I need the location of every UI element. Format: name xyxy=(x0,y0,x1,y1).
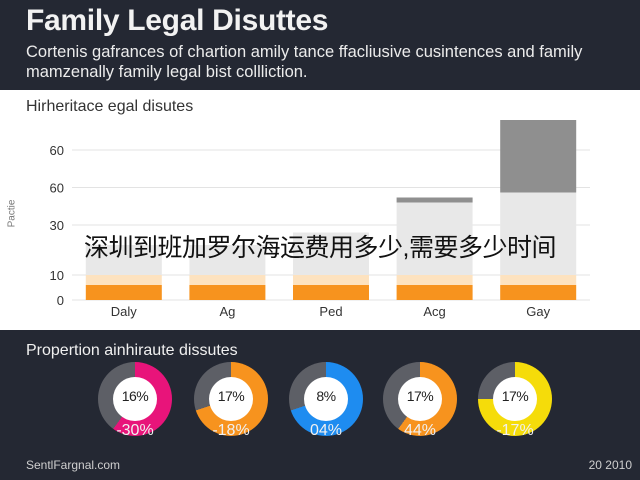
page-title: Family Legal Disuttes xyxy=(26,4,329,37)
x-tick-label: Daly xyxy=(111,304,138,319)
donut-label: 16% xyxy=(121,388,149,404)
y-axis-label: Pactie xyxy=(6,199,18,228)
donut-hole xyxy=(304,377,348,421)
bar-segment xyxy=(189,245,266,275)
bar-segment xyxy=(396,202,473,275)
bar-segment xyxy=(293,285,369,300)
bar-segment xyxy=(500,192,577,275)
donut-label: 8% xyxy=(316,388,336,404)
bar-segment xyxy=(85,285,162,300)
bar-segment xyxy=(500,120,577,193)
donut-chart: 16% xyxy=(98,362,172,436)
page-subtitle: Cortenis gafrances of chartion amily tan… xyxy=(26,43,583,81)
x-tick-label: Gay xyxy=(526,304,550,319)
bar-segment xyxy=(293,232,369,275)
donut-chart: 17% xyxy=(194,362,268,436)
bar-segment xyxy=(500,285,577,300)
bar-segment xyxy=(396,275,473,285)
donut-hole xyxy=(209,377,253,421)
y-tick-label: 60 xyxy=(50,143,64,158)
donut-label: 17% xyxy=(501,388,529,404)
donut-chart: 8% xyxy=(289,362,363,436)
x-tick-label: Acg xyxy=(423,304,445,319)
donut-hole xyxy=(493,377,537,421)
donut-label: 17% xyxy=(406,388,434,404)
overlay-watermark-text: 深圳到班加罗尔海运费用多少,需要多少时间 xyxy=(84,234,556,262)
donut-percent: -18% xyxy=(212,422,250,439)
donut-hole xyxy=(113,377,157,421)
donut-chart: 17% xyxy=(478,362,552,436)
donut-percent: -30% xyxy=(116,422,154,439)
bar-chart: 0 10 30 60 60 Daly Ag Ped Acg Gay xyxy=(50,120,590,319)
footer-date: 20 2010 xyxy=(588,458,632,472)
bar-segment xyxy=(189,275,266,285)
y-tick-label: 60 xyxy=(50,181,64,196)
bar-segment xyxy=(293,275,369,285)
bar-segment xyxy=(500,275,577,285)
donut-section-title: Propertion ainhiraute dissutes xyxy=(26,342,238,359)
donut-hole xyxy=(398,377,442,421)
chart-panel: 0 10 30 60 60 Daly Ag Ped Acg Gay Hirheritace ega… xyxy=(0,90,640,330)
chart-title: Hirheritace egal disutes xyxy=(26,98,194,115)
footer-source: SentlFargnal.com xyxy=(26,458,121,472)
bar-segment xyxy=(396,285,473,300)
donut-percent: 04% xyxy=(309,422,343,439)
y-tick-label: 30 xyxy=(50,218,64,233)
donut-label: 17% xyxy=(217,388,245,404)
bar-segment xyxy=(85,275,162,285)
donut-row: 16% 17% 8% 17% 17% xyxy=(0,362,640,442)
y-tick-label: 10 xyxy=(50,268,64,283)
y-tick-label: 0 xyxy=(57,293,64,308)
donut-percent: 44% xyxy=(403,422,437,439)
bar-segment xyxy=(189,285,266,300)
x-tick-label: Ped xyxy=(319,304,342,319)
bar-segment xyxy=(396,197,473,203)
x-tick-label: Ag xyxy=(219,304,235,319)
bar-segment xyxy=(85,245,162,275)
donut-percent: -17% xyxy=(496,422,534,439)
donut-chart: 17% xyxy=(383,362,457,436)
